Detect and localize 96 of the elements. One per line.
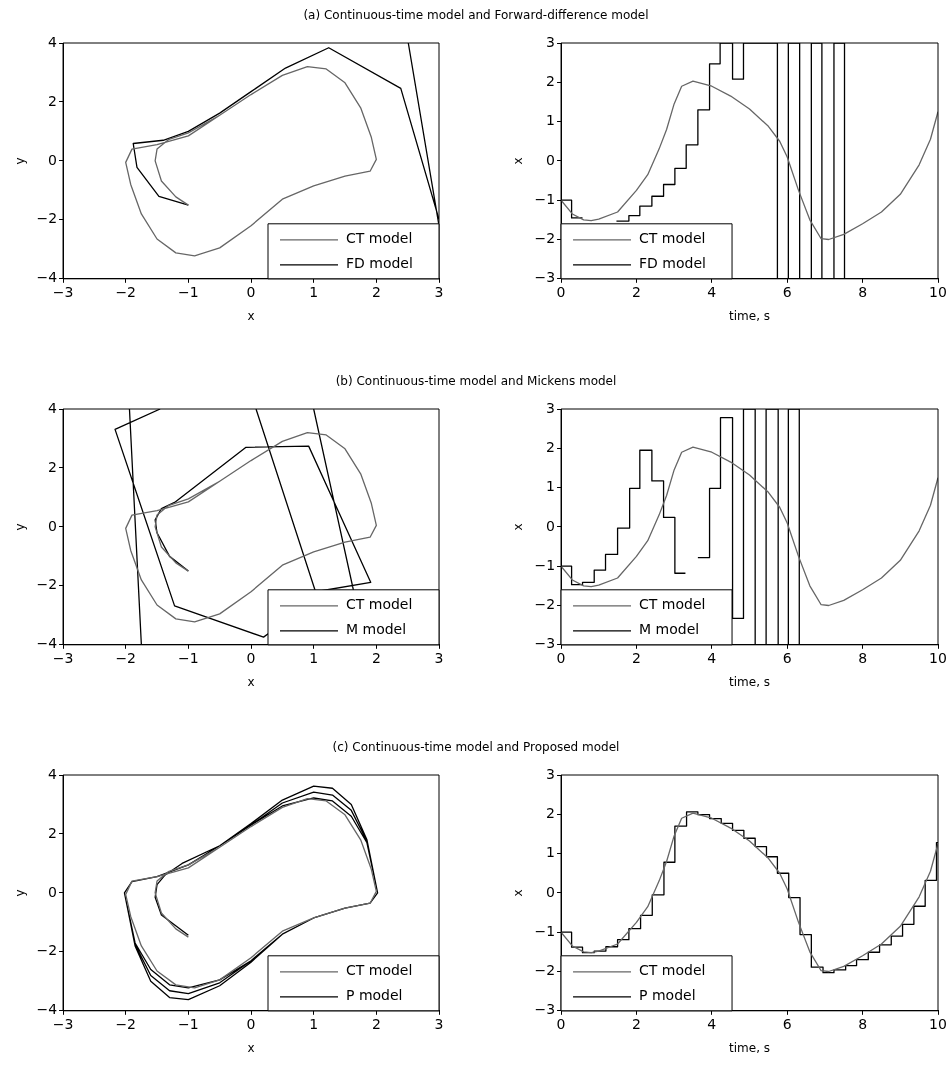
y-axis-title: y (13, 157, 28, 165)
x-tick-label: 1 (309, 649, 319, 666)
y-tick-label: 3 (546, 765, 556, 782)
x-tick-label: 3 (434, 283, 444, 300)
y-tick-label: 4 (48, 33, 58, 50)
y-tick-label: 2 (546, 804, 556, 821)
x-tick-label: 2 (371, 1015, 381, 1032)
legend-label: CT model (639, 596, 706, 613)
x-tick-label: 4 (707, 283, 717, 300)
legend-label: P model (346, 987, 403, 1004)
y-tick-label: 0 (546, 883, 556, 900)
x-tick-label: 1 (309, 1015, 319, 1032)
y-tick-label: −2 (36, 210, 58, 227)
legend-label: CT model (639, 230, 706, 247)
x-axis-title: time, s (729, 674, 771, 689)
x-tick-label: 2 (371, 649, 381, 666)
y-tick-label: 0 (546, 517, 556, 534)
legend-label: FD model (346, 255, 413, 272)
x-tick-label: 4 (707, 1015, 717, 1032)
x-tick-label: −2 (115, 649, 137, 666)
y-tick-label: 0 (48, 151, 58, 168)
x-tick-label: 0 (246, 649, 256, 666)
y-tick-label: −3 (534, 1001, 556, 1018)
legend-label: CT model (346, 230, 413, 247)
x-tick-label: 10 (929, 649, 947, 666)
x-tick-label: 6 (782, 1015, 792, 1032)
y-tick-label: 0 (48, 517, 58, 534)
legend-label: M model (639, 621, 700, 638)
text: (b) Continuous-time model and Mickens model (334, 373, 618, 390)
y-tick-label: −1 (534, 190, 556, 207)
y-axis-title: y (13, 889, 28, 897)
x-tick-label: 8 (858, 649, 868, 666)
x-tick-label: 10 (929, 1015, 947, 1032)
text: (c) Continuous-time model and Proposed model (331, 739, 621, 756)
legend-label: FD model (639, 255, 706, 272)
x-tick-label: 2 (371, 283, 381, 300)
x-axis-title: time, s (729, 1040, 771, 1055)
x-tick-label: 6 (782, 283, 792, 300)
y-axis-title: y (13, 523, 28, 531)
x-tick-label: 8 (858, 283, 868, 300)
y-tick-label: 0 (546, 151, 556, 168)
y-tick-label: 3 (546, 399, 556, 416)
x-tick-label: 3 (434, 1015, 444, 1032)
y-tick-label: 2 (546, 72, 556, 89)
x-axis-title: x (247, 308, 255, 323)
x-tick-label: −1 (178, 649, 199, 666)
y-tick-label: −2 (534, 962, 556, 979)
y-tick-label: −4 (36, 635, 58, 652)
y-tick-label: 1 (546, 844, 556, 861)
y-tick-label: −4 (36, 1001, 58, 1018)
y-tick-label: 4 (48, 765, 58, 782)
legend-label: M model (346, 621, 407, 638)
x-tick-label: 2 (631, 649, 641, 666)
x-tick-label: −1 (178, 1015, 199, 1032)
x-axis-title: x (247, 1040, 255, 1055)
y-tick-label: 2 (48, 92, 58, 109)
y-tick-label: 2 (546, 438, 556, 455)
x-axis-title: time, s (729, 308, 771, 323)
y-tick-label: −2 (534, 230, 556, 247)
y-tick-label: −1 (534, 556, 556, 573)
text: (a) Continuous-time model and Forward-difference model (302, 7, 650, 24)
legend-label: CT model (346, 596, 413, 613)
x-tick-label: 0 (246, 1015, 256, 1032)
x-tick-label: 4 (707, 649, 717, 666)
y-tick-label: −2 (36, 942, 58, 959)
y-tick-label: 0 (48, 883, 58, 900)
x-tick-label: −1 (178, 283, 199, 300)
x-axis-title: x (247, 674, 255, 689)
y-axis-title: x (511, 157, 526, 165)
x-tick-label: −2 (115, 283, 137, 300)
legend-label: CT model (346, 962, 413, 979)
x-tick-label: 6 (782, 649, 792, 666)
x-tick-label: 2 (631, 283, 641, 300)
x-tick-label: 3 (434, 649, 444, 666)
y-tick-label: 3 (546, 33, 556, 50)
x-tick-label: 8 (858, 1015, 868, 1032)
x-tick-label: −2 (115, 1015, 137, 1032)
y-tick-label: 1 (546, 478, 556, 495)
y-tick-label: 2 (48, 458, 58, 475)
legend-label: P model (639, 987, 696, 1004)
y-tick-label: −2 (36, 576, 58, 593)
x-tick-label: 10 (929, 283, 947, 300)
x-tick-label: 0 (246, 283, 256, 300)
y-tick-label: 2 (48, 824, 58, 841)
x-tick-label: 1 (309, 283, 319, 300)
y-tick-label: −3 (534, 269, 556, 286)
legend-label: CT model (639, 962, 706, 979)
y-tick-label: −3 (534, 635, 556, 652)
y-tick-label: −2 (534, 596, 556, 613)
y-tick-label: 4 (48, 399, 58, 416)
y-tick-label: 1 (546, 112, 556, 129)
y-tick-label: −4 (36, 269, 58, 286)
x-tick-label: 2 (631, 1015, 641, 1032)
y-axis-title: x (511, 523, 526, 531)
y-tick-label: −1 (534, 922, 556, 939)
y-axis-title: x (511, 889, 526, 897)
